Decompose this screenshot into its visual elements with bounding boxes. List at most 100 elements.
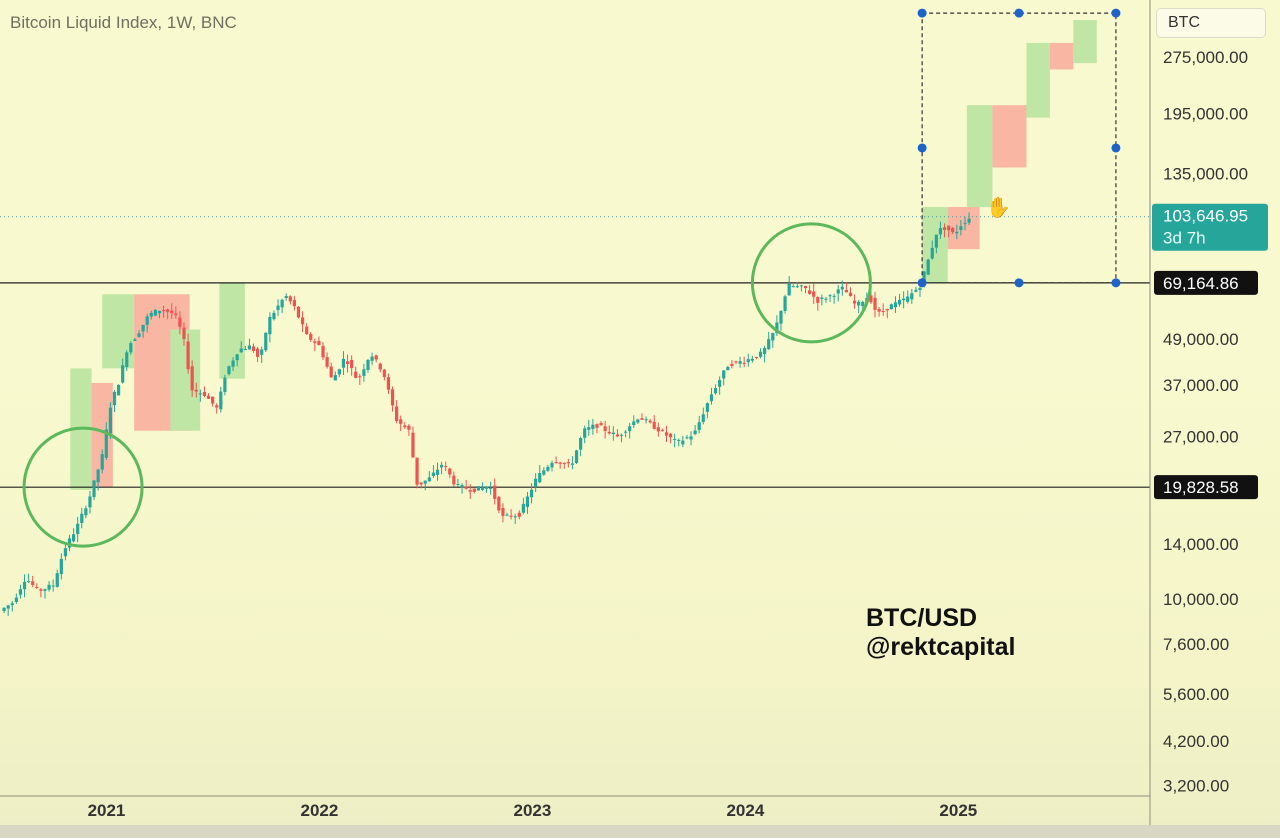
candle-up [456, 483, 460, 485]
projection-box-up [1073, 20, 1097, 64]
candle-up [55, 573, 59, 587]
candle-up [129, 343, 133, 353]
candle-up [92, 480, 96, 498]
candle-up [362, 369, 366, 376]
candle-up [795, 286, 799, 288]
candle-up [574, 450, 579, 463]
y-tick-label: 3,200.00 [1163, 776, 1229, 795]
candle-up [922, 271, 926, 284]
candle-countdown-label: 3d 7h [1163, 229, 1206, 248]
candle-down [211, 396, 215, 404]
ticker-badge[interactable]: BTC [1156, 8, 1266, 38]
candle-up [897, 299, 902, 305]
candle-down [816, 297, 820, 303]
watermark-pair: BTC/USD [866, 604, 978, 632]
candle-down [292, 300, 296, 307]
candle-up [80, 513, 84, 523]
candle-down [329, 366, 333, 378]
candle-up [722, 370, 726, 379]
candle-down [640, 418, 644, 420]
candle-up [366, 359, 370, 370]
candle-down [415, 457, 419, 485]
y-tick-label: 275,000.00 [1163, 48, 1248, 67]
projection-box-up [170, 329, 201, 431]
candle-down [317, 340, 321, 346]
candle-down [803, 285, 808, 289]
candle-down [354, 371, 358, 378]
candle-up [799, 285, 804, 287]
candle-down [844, 289, 848, 293]
candle-down [407, 425, 411, 430]
candle-down [161, 310, 166, 312]
candle-up [542, 470, 546, 475]
y-tick-label: 27,000.00 [1163, 428, 1239, 447]
candle-up [534, 478, 538, 488]
candle-up [763, 347, 767, 355]
candle-up [955, 231, 959, 234]
candle-up [836, 289, 840, 294]
candle-down [595, 424, 599, 428]
candle-down [812, 291, 816, 297]
candle-down [325, 357, 329, 367]
candle-up [47, 584, 51, 590]
y-tick-label: 37,000.00 [1163, 376, 1239, 395]
candle-down [754, 356, 759, 358]
candle-up [337, 369, 341, 375]
candle-up [198, 393, 202, 395]
candle-up [525, 496, 530, 508]
candle-down [309, 334, 313, 340]
hand-cursor-icon: ✋ [986, 197, 1011, 219]
candle-up [926, 259, 930, 275]
candle-up [697, 422, 701, 430]
candle-down [202, 391, 207, 396]
candle-up [914, 289, 918, 292]
candle-up [76, 523, 80, 534]
candle-up [758, 351, 763, 357]
candle-down [947, 225, 951, 231]
y-tick-label: 10,000.00 [1163, 590, 1239, 609]
candle-down [186, 341, 190, 370]
candle-down [452, 475, 456, 485]
candle-up [480, 487, 485, 490]
candle-down [321, 345, 325, 358]
candle-down [554, 462, 558, 464]
candle-up [370, 356, 374, 361]
selection-handle [1111, 278, 1121, 288]
candle-down [288, 296, 292, 302]
candle-up [84, 508, 88, 516]
candle-down [885, 308, 889, 311]
candle-down [444, 466, 448, 468]
candle-up [51, 585, 55, 587]
candle-up [133, 339, 137, 341]
candle-up [149, 312, 153, 317]
candle-down [178, 317, 182, 327]
level-label: 19,828.58 [1163, 478, 1239, 497]
candle-up [902, 298, 906, 301]
level-label-bg [1154, 270, 1258, 295]
candle-up [775, 322, 779, 334]
candle-up [677, 439, 681, 441]
candle-up [783, 296, 787, 311]
x-tick-label: 2022 [301, 801, 339, 820]
candle-up [906, 296, 910, 302]
selection-handle [917, 278, 927, 288]
candle-up [18, 589, 23, 595]
candle-down [615, 434, 620, 437]
candle-up [43, 589, 47, 591]
candle-up [67, 538, 72, 548]
candle-down [509, 515, 513, 517]
time-axis-scrollbar[interactable] [0, 825, 1280, 838]
candle-up [624, 431, 628, 433]
projection-box-down [1049, 42, 1074, 70]
candle-down [419, 482, 423, 485]
candle-up [538, 473, 542, 483]
candle-up [121, 365, 125, 383]
selection-handle [1014, 278, 1024, 288]
projection-box-up [966, 105, 993, 207]
candle-up [108, 407, 112, 434]
candle-up [145, 316, 149, 325]
candle-up [423, 480, 427, 484]
candle-down [730, 363, 734, 366]
